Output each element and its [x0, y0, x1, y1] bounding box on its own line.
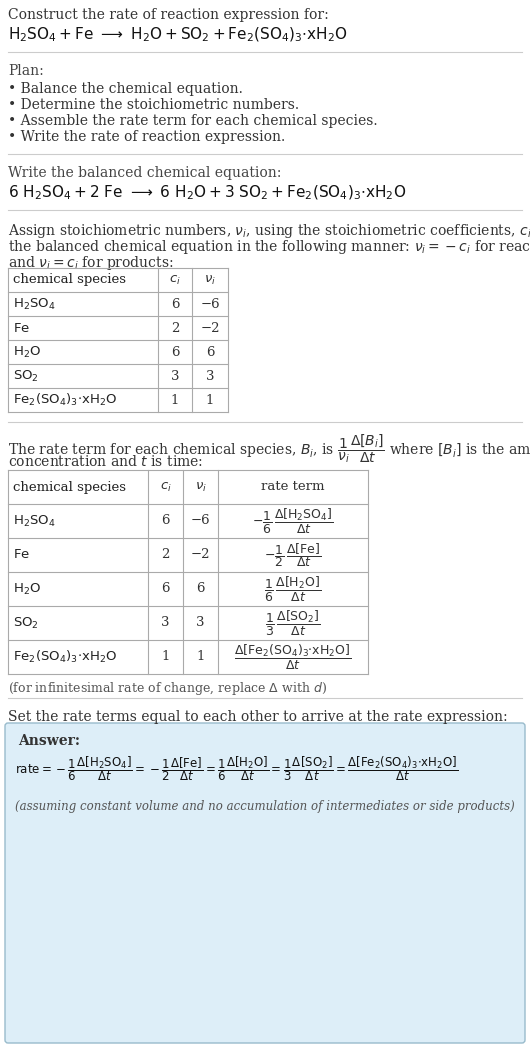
Text: $\nu_i$: $\nu_i$: [195, 480, 207, 494]
Text: $c_i$: $c_i$: [169, 273, 181, 287]
FancyBboxPatch shape: [5, 723, 525, 1043]
Text: chemical species: chemical species: [13, 273, 126, 287]
Text: $\mathrm{Fe_2(SO_4)_3{\cdot}xH_2O}$: $\mathrm{Fe_2(SO_4)_3{\cdot}xH_2O}$: [13, 649, 117, 665]
Text: 6: 6: [161, 583, 170, 595]
Text: 3: 3: [161, 616, 170, 630]
Text: • Write the rate of reaction expression.: • Write the rate of reaction expression.: [8, 130, 285, 144]
Text: $\dfrac{1}{3}\,\dfrac{\Delta[\mathrm{SO_2}]}{\Delta t}$: $\dfrac{1}{3}\,\dfrac{\Delta[\mathrm{SO_…: [265, 609, 321, 637]
Text: 6: 6: [171, 297, 179, 311]
Text: 1: 1: [196, 651, 205, 663]
Text: −2: −2: [191, 548, 210, 562]
Text: $\mathrm{SO_2}$: $\mathrm{SO_2}$: [13, 368, 39, 384]
Text: $\mathrm{H_2SO_4}$: $\mathrm{H_2SO_4}$: [13, 514, 56, 528]
Text: $\mathrm{Fe_2(SO_4)_3{\cdot}xH_2O}$: $\mathrm{Fe_2(SO_4)_3{\cdot}xH_2O}$: [13, 392, 117, 408]
Text: rate term: rate term: [261, 480, 325, 494]
Text: 3: 3: [171, 369, 179, 383]
Text: $\mathrm{Fe}$: $\mathrm{Fe}$: [13, 548, 30, 562]
Text: 6: 6: [161, 515, 170, 527]
Text: 3: 3: [206, 369, 214, 383]
Text: (for infinitesimal rate of change, replace $\Delta$ with $d$): (for infinitesimal rate of change, repla…: [8, 680, 327, 697]
Text: $\dfrac{1}{6}\,\dfrac{\Delta[\mathrm{H_2O}]}{\Delta t}$: $\dfrac{1}{6}\,\dfrac{\Delta[\mathrm{H_2…: [264, 574, 322, 604]
Text: 6: 6: [196, 583, 205, 595]
Text: $\mathrm{H_2SO_4}$: $\mathrm{H_2SO_4}$: [13, 296, 56, 312]
Text: The rate term for each chemical species, $B_i$, is $\dfrac{1}{\nu_i}\dfrac{\Delt: The rate term for each chemical species,…: [8, 432, 530, 464]
Text: 2: 2: [171, 321, 179, 335]
Text: $\nu_i$: $\nu_i$: [204, 273, 216, 287]
Text: $\mathrm{H_2O}$: $\mathrm{H_2O}$: [13, 582, 41, 596]
Text: 6: 6: [206, 345, 214, 359]
Text: $\mathrm{H_2SO_4 + Fe \ \longrightarrow \ H_2O + SO_2 + Fe_2(SO_4)_3{\cdot}xH_2O: $\mathrm{H_2SO_4 + Fe \ \longrightarrow …: [8, 26, 348, 44]
Text: • Determine the stoichiometric numbers.: • Determine the stoichiometric numbers.: [8, 98, 299, 112]
Text: Answer:: Answer:: [18, 734, 80, 748]
Text: $\mathrm{Fe}$: $\mathrm{Fe}$: [13, 321, 30, 335]
Text: −6: −6: [200, 297, 220, 311]
Text: Assign stoichiometric numbers, $\nu_i$, using the stoichiometric coefficients, $: Assign stoichiometric numbers, $\nu_i$, …: [8, 222, 530, 240]
Text: Plan:: Plan:: [8, 64, 44, 78]
Text: 3: 3: [196, 616, 205, 630]
Text: $\mathrm{SO_2}$: $\mathrm{SO_2}$: [13, 615, 39, 631]
Text: 2: 2: [161, 548, 170, 562]
Text: $\mathrm{6\ H_2SO_4 + 2\ Fe \ \longrightarrow \ 6\ H_2O + 3\ SO_2 + Fe_2(SO_4)_3: $\mathrm{6\ H_2SO_4 + 2\ Fe \ \longright…: [8, 184, 407, 202]
Bar: [8, 470, 368, 674]
Text: and $\nu_i = c_i$ for products:: and $\nu_i = c_i$ for products:: [8, 254, 173, 272]
Text: $-\dfrac{1}{2}\,\dfrac{\Delta[\mathrm{Fe}]}{\Delta t}$: $-\dfrac{1}{2}\,\dfrac{\Delta[\mathrm{Fe…: [264, 541, 322, 569]
Text: 6: 6: [171, 345, 179, 359]
Text: Set the rate terms equal to each other to arrive at the rate expression:: Set the rate terms equal to each other t…: [8, 710, 508, 724]
Text: Write the balanced chemical equation:: Write the balanced chemical equation:: [8, 166, 281, 180]
Text: −2: −2: [200, 321, 220, 335]
Text: 1: 1: [161, 651, 170, 663]
Text: 1: 1: [171, 393, 179, 407]
Text: $\dfrac{\Delta[\mathrm{Fe_2(SO_4)_3{\cdot}xH_2O}]}{\Delta t}$: $\dfrac{\Delta[\mathrm{Fe_2(SO_4)_3{\cdo…: [234, 642, 352, 672]
Text: $\mathrm{H_2O}$: $\mathrm{H_2O}$: [13, 344, 41, 360]
Text: concentration and $t$ is time:: concentration and $t$ is time:: [8, 454, 203, 469]
Text: • Assemble the rate term for each chemical species.: • Assemble the rate term for each chemic…: [8, 114, 377, 128]
Bar: [8, 268, 228, 412]
Text: chemical species: chemical species: [13, 480, 126, 494]
Text: the balanced chemical equation in the following manner: $\nu_i = -c_i$ for react: the balanced chemical equation in the fo…: [8, 238, 530, 256]
Text: $\mathrm{rate} = -\dfrac{1}{6}\dfrac{\Delta[\mathrm{H_2SO_4}]}{\Delta t} = -\dfr: $\mathrm{rate} = -\dfrac{1}{6}\dfrac{\De…: [15, 754, 458, 782]
Text: Construct the rate of reaction expression for:: Construct the rate of reaction expressio…: [8, 8, 329, 22]
Text: $c_i$: $c_i$: [160, 480, 171, 494]
Text: −6: −6: [191, 515, 210, 527]
Text: 1: 1: [206, 393, 214, 407]
Text: (assuming constant volume and no accumulation of intermediates or side products): (assuming constant volume and no accumul…: [15, 800, 515, 813]
Text: $-\dfrac{1}{6}\,\dfrac{\Delta[\mathrm{H_2SO_4}]}{\Delta t}$: $-\dfrac{1}{6}\,\dfrac{\Delta[\mathrm{H_…: [252, 506, 334, 536]
Text: • Balance the chemical equation.: • Balance the chemical equation.: [8, 82, 243, 96]
